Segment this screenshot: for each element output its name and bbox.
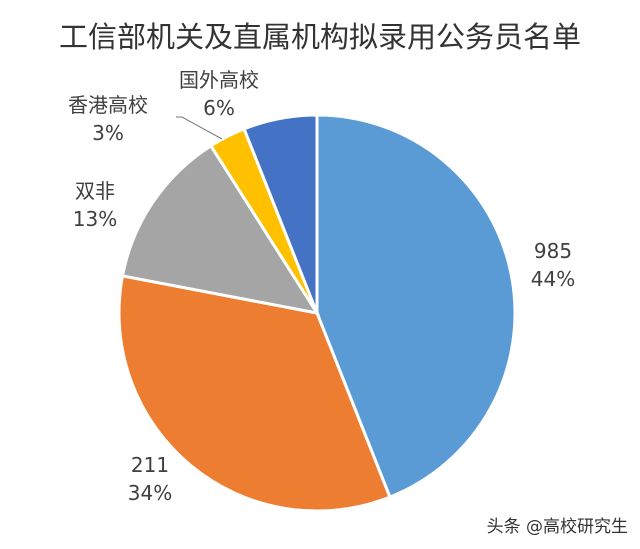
slice-percent-label: 3% bbox=[92, 121, 124, 145]
pie-slice-国外高校 bbox=[242, 113, 319, 314]
slice-category-label: 985 bbox=[534, 239, 572, 263]
slice-percent-label: 34% bbox=[128, 481, 172, 505]
slice-percent-label: 13% bbox=[73, 207, 117, 231]
pie-slice-双非 bbox=[120, 143, 321, 316]
slice-category-label: 香港高校 bbox=[68, 93, 148, 117]
slice-percent-label: 6% bbox=[203, 96, 235, 120]
slice-percent-label: 44% bbox=[531, 267, 575, 291]
pie-slice-211 bbox=[117, 274, 392, 513]
chart-title: 工信部机关及直属机构拟录用公务员名单 bbox=[59, 20, 581, 54]
leader-line bbox=[176, 116, 223, 140]
slice-category-label: 国外高校 bbox=[179, 68, 259, 92]
pie-slice-985 bbox=[315, 113, 517, 500]
slice-category-label: 211 bbox=[131, 453, 169, 477]
watermark: 头条 @高校研究生 bbox=[486, 517, 628, 537]
slice-category-label: 双非 bbox=[75, 179, 115, 203]
